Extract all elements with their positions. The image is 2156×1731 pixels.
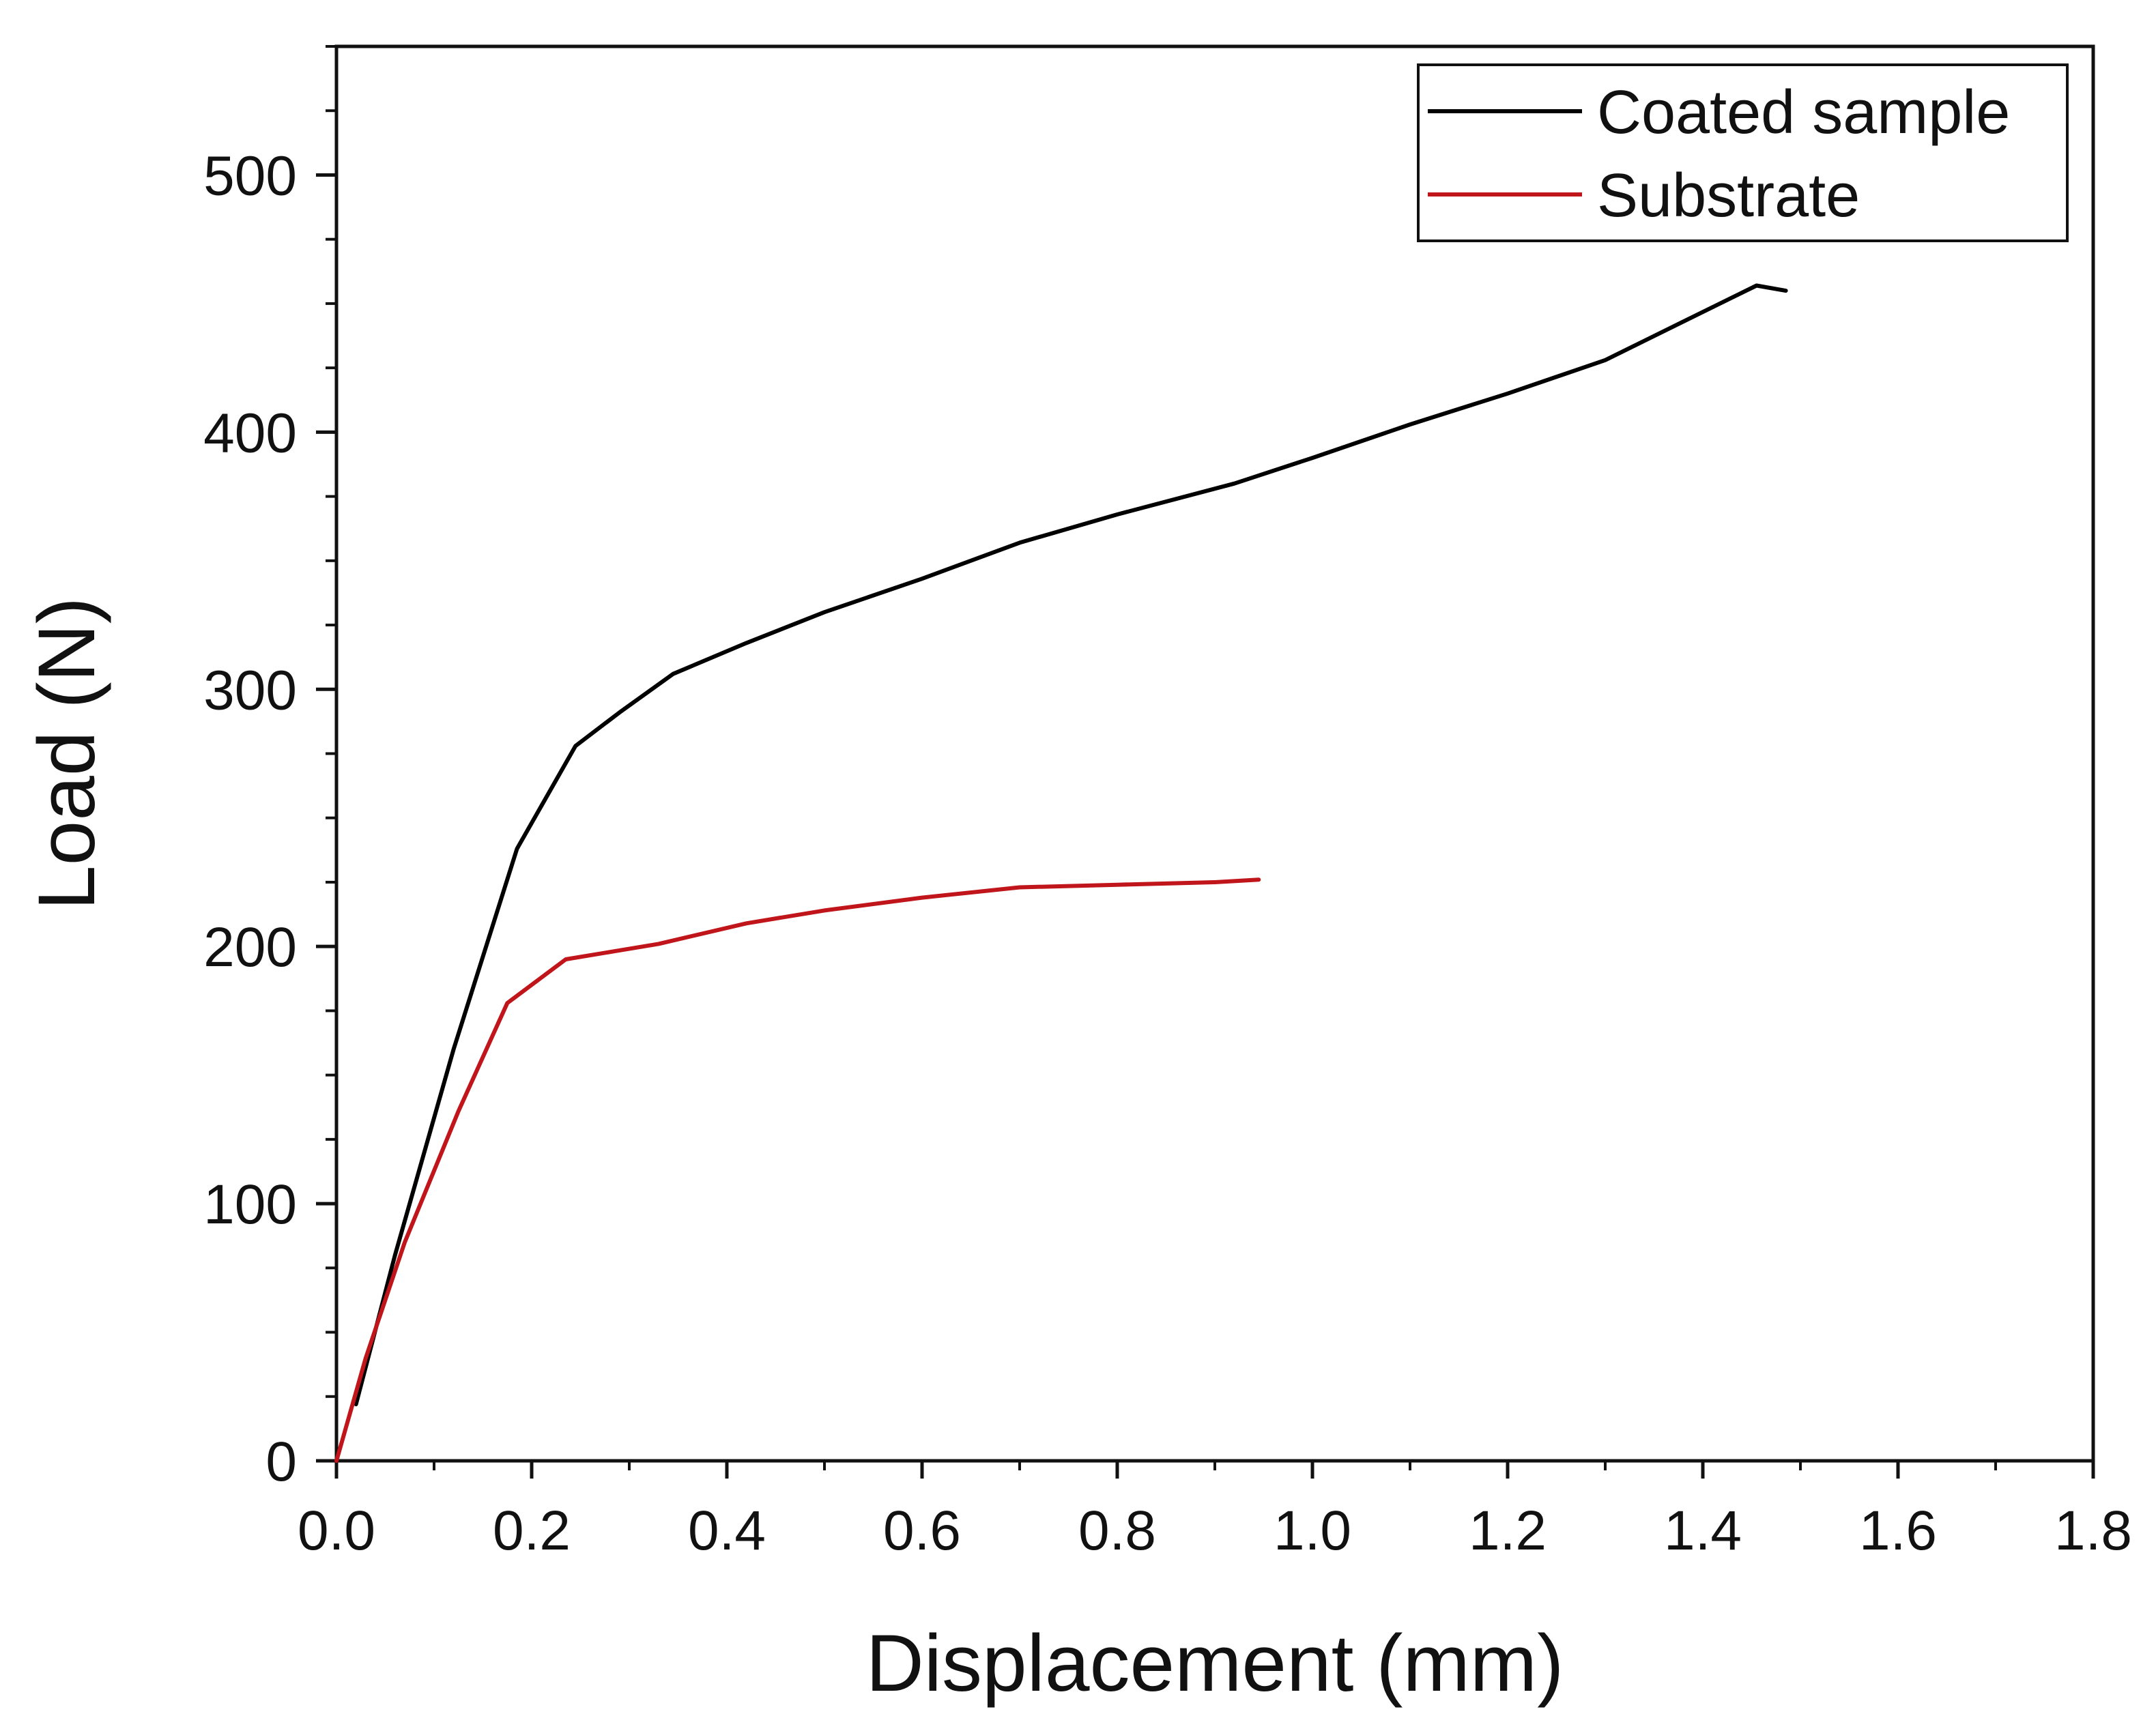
y-tick-label: 500: [203, 145, 297, 207]
y-tick-label: 200: [203, 916, 297, 978]
x-tick-label: 0.4: [688, 1500, 766, 1562]
y-tick-label: 100: [203, 1174, 297, 1236]
x-tick-label: 1.6: [1859, 1500, 1937, 1562]
series-line-substrate: [334, 877, 1261, 1463]
y-tick-label: 0: [265, 1431, 297, 1493]
series-line-coated-sample: [354, 283, 1788, 1407]
x-tick-label: 1.0: [1274, 1500, 1351, 1562]
x-tick-label: 1.8: [2054, 1500, 2132, 1562]
axes-layer: 0.0 0.2 0.4 0.6 0.8 1.0 1.2 1.4 1.6 1.8 0 100 200 300…: [203, 44, 2132, 1562]
plot-frame: [334, 44, 2095, 1463]
y-axis-title: Load (N): [22, 597, 112, 910]
x-tick-label: 0.6: [883, 1500, 961, 1562]
series-layer: [334, 283, 1788, 1463]
y-tick-label: 300: [203, 659, 297, 721]
x-tick-label: 0.0: [298, 1500, 375, 1562]
y-tick-label: 400: [203, 402, 297, 464]
legend: Coated sample Substrate: [1417, 63, 2069, 242]
x-tick-label: 0.8: [1078, 1500, 1156, 1562]
legend-box: [1417, 63, 2069, 242]
legend-label-substrate: Substrate: [1597, 162, 1860, 230]
legend-label-coated-sample: Coated sample: [1597, 78, 2010, 147]
x-tick-label: 1.2: [1469, 1500, 1547, 1562]
x-axis-title: Displacement (mm): [866, 1618, 1564, 1708]
x-tick-label: 0.2: [493, 1500, 571, 1562]
x-tick-label: 1.4: [1664, 1500, 1742, 1562]
